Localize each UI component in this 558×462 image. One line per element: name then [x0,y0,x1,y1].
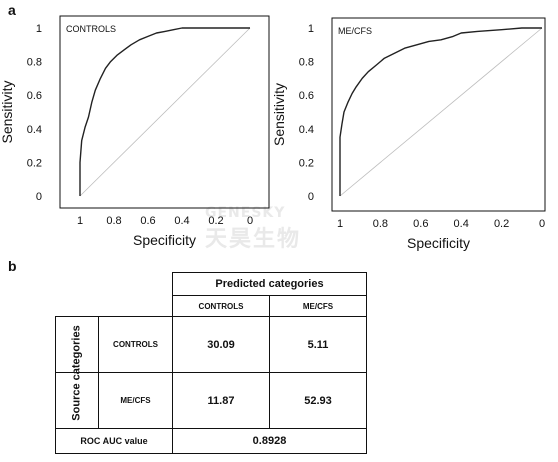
y-tick-label: 0.4 [27,124,42,136]
y-tick-label: 0.2 [299,157,314,169]
y-tick-label: 0 [36,191,42,203]
roc-auc-label: ROC AUC value [80,436,148,446]
y-axis-title: Sensitivity [271,83,287,146]
x-tick-label: 0.8 [106,215,121,227]
x-tick-label: 0.8 [373,218,388,230]
reference-diagonal-line [79,27,251,197]
x-axis-title: Specificity [133,232,196,248]
x-tick-label: 0.2 [494,218,509,230]
roc-chart-controls: 0 0.2 0.4 0.6 0.8 1 1 0.8 0.6 0.4 0.2 0 Specificity S… [0,15,270,248]
x-tick-label: 1 [77,215,83,227]
y-tick-label: 0.6 [27,90,42,102]
y-tick-label: 0.8 [299,57,314,69]
x-tick-label: 0.4 [174,215,189,227]
x-tick-label: 0.6 [413,218,428,230]
reference-diagonal-line [339,27,543,197]
panel-b-label: b [8,258,17,274]
x-tick-label: 0.6 [140,215,155,227]
x-tick-label: 1 [337,218,343,230]
chart-panel-label: ME/CFS [338,26,372,36]
confusion-matrix-table: Predicted categories CONTROLS ME/CFS Sou… [55,272,367,454]
y-tick-label: 0.6 [299,90,314,102]
y-tick-label: 1 [36,23,42,35]
row-header-controls: CONTROLS [113,340,158,349]
source-categories-label-cell: Source categories [56,317,98,428]
chart-panel-label: CONTROLS [66,24,116,34]
roc-chart-mecfs: 0 0.2 0.4 0.6 0.8 1 1 0.8 0.6 0.4 0.2 0 Specificity S… [271,17,546,251]
x-tick-label: 0.4 [454,218,469,230]
y-tick-label: 0.4 [299,124,314,136]
roc-curve-line [339,27,542,196]
cell-controls-controls: 30.09 [207,338,235,351]
panel-a-label: a [8,2,16,18]
y-tick-label: 0.8 [27,57,42,69]
plot-frame [331,17,546,212]
plot-frame [59,15,270,209]
column-header-controls: CONTROLS [198,301,244,311]
cell-mecfs-mecfs: 52.93 [304,394,332,407]
column-header-mecfs: ME/CFS [302,301,334,311]
y-tick-label: 1 [308,23,314,35]
y-tick-label: 0.2 [27,157,42,169]
x-axis-title: Specificity [407,235,470,251]
cell-controls-mecfs: 5.11 [307,338,329,351]
x-tick-label: 0 [539,218,545,230]
y-axis-title: Sensitivity [0,80,15,143]
row-header-mecfs: ME/CFS [120,396,151,405]
source-categories-label: Source categories [71,324,83,421]
y-tick-label: 0 [308,191,314,203]
predicted-categories-header: Predicted categories [215,278,324,290]
roc-curve-line [79,27,250,196]
roc-auc-value: 0.8928 [252,435,287,447]
x-tick-label: 0.2 [208,215,223,227]
x-tick-label: 0 [247,215,253,227]
cell-mecfs-controls: 11.87 [207,394,235,407]
